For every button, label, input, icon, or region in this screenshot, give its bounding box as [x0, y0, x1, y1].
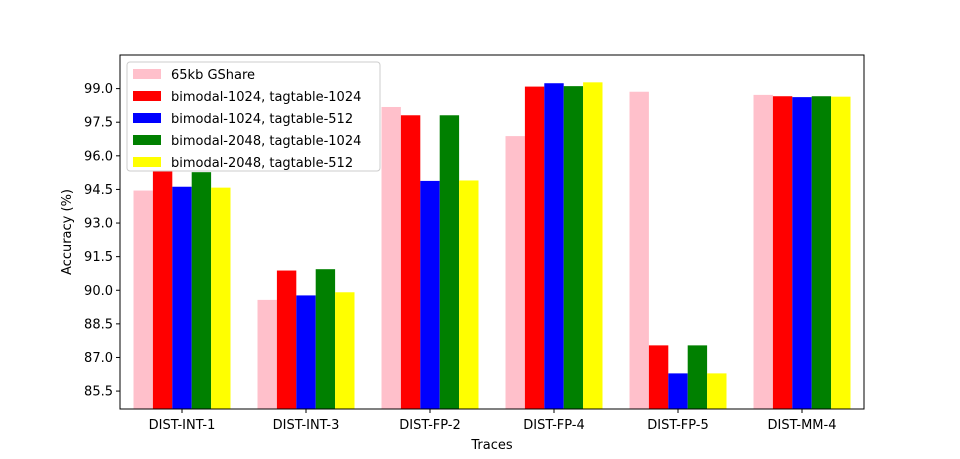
- bars-group: [133, 82, 851, 410]
- y-tick-label: 93.0: [84, 217, 113, 232]
- y-tick-label: 91.5: [84, 250, 113, 265]
- bar-3-1: [524, 86, 545, 409]
- y-tick-label: 99.0: [84, 82, 113, 97]
- bar-5-0: [753, 94, 773, 409]
- bar-5-3: [811, 96, 832, 409]
- bar-2-2: [420, 180, 440, 409]
- y-axis-label: Accuracy (%): [60, 189, 75, 275]
- legend-entry-label: bimodal-2048, tagtable-1024: [171, 134, 361, 149]
- plot-frame: [119, 54, 865, 410]
- y-tick-label: 96.0: [84, 149, 113, 164]
- legend-entry-label: bimodal-1024, tagtable-512: [171, 112, 353, 127]
- bar-0-3: [191, 172, 212, 409]
- bar-1-3: [315, 269, 336, 409]
- x-tick-label: DIST-FP-4: [523, 418, 585, 433]
- bar-0-2: [172, 186, 192, 409]
- legend-entry-label: bimodal-1024, tagtable-1024: [171, 90, 361, 105]
- x-axis-label: Traces: [470, 438, 512, 453]
- y-tick-label: 88.5: [84, 317, 113, 332]
- bar-1-2: [296, 295, 316, 409]
- legend-swatch: [133, 69, 161, 79]
- legend-swatch: [133, 157, 161, 167]
- bar-1-4: [335, 292, 355, 409]
- bar-4-0: [629, 91, 649, 410]
- legend-entry-label: 65kb GShare: [171, 68, 255, 83]
- bar-5-1: [772, 96, 793, 409]
- y-tick-label: 97.5: [84, 116, 113, 131]
- legend-entry-label: bimodal-2048, tagtable-512: [171, 156, 353, 171]
- x-tick-label: DIST-FP-2: [399, 418, 461, 433]
- bar-4-1: [648, 345, 669, 409]
- bar-4-4: [707, 373, 727, 409]
- legend: 65kb GShare bimodal-1024, tagtable-1024 bi…: [126, 61, 381, 172]
- bar-2-4: [459, 180, 479, 409]
- bar-4-2: [668, 373, 688, 409]
- x-tick-label: DIST-FP-5: [647, 418, 709, 433]
- legend-swatch: [133, 113, 161, 123]
- x-axis: DIST-INT-1 DIST-INT-3 DIST-FP-2 DIST-FP-4 DI…: [149, 409, 837, 433]
- y-tick-label: 87.0: [84, 351, 113, 366]
- bar-2-0: [381, 106, 401, 409]
- bar-5-4: [831, 96, 851, 410]
- legend-box: [126, 61, 381, 172]
- legend-swatch: [133, 135, 161, 145]
- bar-2-3: [439, 115, 460, 410]
- bar-3-3: [563, 86, 584, 409]
- bar-4-3: [687, 345, 708, 409]
- bar-1-0: [257, 299, 277, 409]
- bar-0-4: [211, 187, 231, 409]
- y-tick-label: 85.5: [84, 385, 113, 400]
- bar-0-1: [152, 171, 173, 409]
- y-axis: 85.5 87.0 88.5 90.0 91.5 93.0 94.5 96.0 97.5 99.0: [84, 82, 120, 400]
- bar-5-2: [792, 97, 812, 410]
- x-tick-label: DIST-MM-4: [768, 418, 837, 433]
- bar-3-2: [544, 83, 564, 409]
- y-tick-label: 90.0: [84, 284, 113, 299]
- bar-2-1: [400, 115, 421, 410]
- x-tick-label: DIST-INT-1: [149, 418, 216, 433]
- bar-0-0: [133, 190, 153, 409]
- bar-3-4: [583, 82, 603, 409]
- bar-1-1: [276, 270, 297, 409]
- bar-3-0: [505, 136, 525, 410]
- x-tick-label: DIST-INT-3: [273, 418, 340, 433]
- y-tick-label: 94.5: [84, 183, 113, 198]
- legend-swatch: [133, 91, 161, 101]
